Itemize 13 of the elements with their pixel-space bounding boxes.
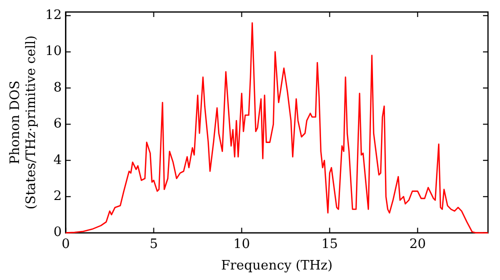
x-axis-title: Frequency (THz) [221, 258, 333, 274]
x-tick-label: 20 [409, 236, 426, 252]
y-tick-label: 8 [53, 80, 62, 96]
y-tick-label: 2 [53, 188, 62, 204]
y-tick-label: 6 [53, 116, 62, 132]
y-tick-label: 4 [53, 152, 62, 168]
y-tick-label: 10 [45, 44, 62, 60]
y-axis-title: Phonon DOS (States/THz·primitive cell) [8, 35, 39, 210]
y-tick-label: 0 [53, 225, 62, 240]
x-tick-label: 15 [321, 236, 338, 252]
x-tick-label: 10 [233, 236, 250, 252]
x-tick-label: 5 [150, 236, 158, 252]
y-tick-label: 12 [45, 8, 62, 23]
